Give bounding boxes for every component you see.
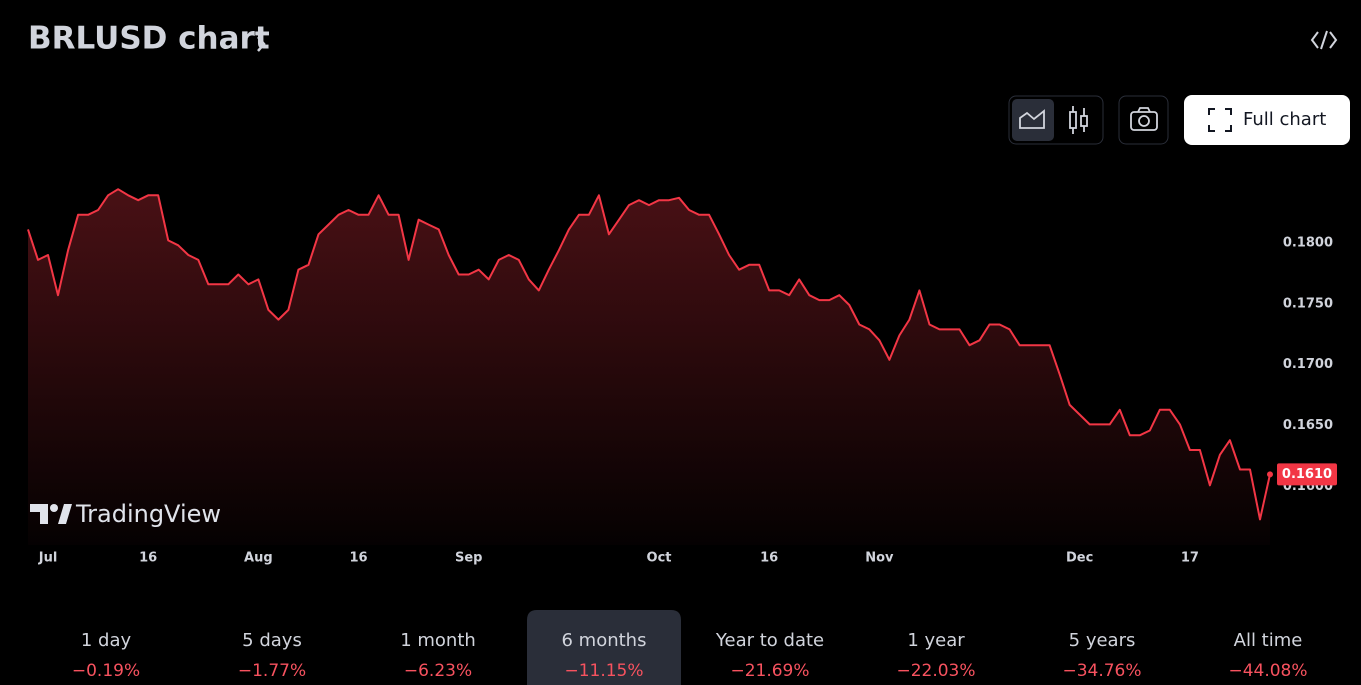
last-price-label: 0.1610 [1282,467,1332,482]
x-tick-label: Jul [38,551,58,566]
price-line [27,188,1271,521]
period-change[interactable]: −1.77% [238,661,306,681]
period-label[interactable]: 5 days [242,630,302,651]
last-price-box [1277,463,1337,486]
last-price-dot [1267,471,1273,478]
x-tick-label: Oct [647,551,672,566]
period-change[interactable]: −22.03% [896,661,975,681]
period-label[interactable]: 6 months [562,630,647,651]
period-label[interactable]: 1 month [400,630,476,651]
area-fill [28,189,1270,545]
area-style-button[interactable] [1012,99,1054,141]
candle-style-button[interactable] [1069,106,1088,134]
watermark: TradingView [75,500,221,528]
y-tick-label: 0.1750 [1283,296,1333,311]
title-chevron[interactable] [257,36,266,52]
x-tick-label: 16 [139,551,157,566]
area-icon [1019,109,1045,129]
x-tick-label: 16 [349,551,367,566]
period-change[interactable]: −6.23% [404,661,472,681]
y-tick-label: 0.1800 [1283,235,1333,250]
x-tick-label: Dec [1066,551,1093,566]
x-tick-label: Aug [244,551,273,566]
snapshot-button[interactable] [1118,95,1169,145]
period-label[interactable]: All time [1234,630,1303,651]
fullscreen-icon [1208,108,1232,132]
period-label[interactable]: 1 day [81,630,132,651]
period-change[interactable]: −21.69% [730,661,809,681]
full-chart-button[interactable] [1184,95,1350,145]
period-label[interactable]: 1 year [907,630,965,651]
period-change[interactable]: −44.08% [1228,661,1307,681]
period-label[interactable]: Year to date [715,630,824,651]
period-change[interactable]: −0.19% [72,661,140,681]
period-tabs: 1 day −0.19% 5 days −1.77% 1 month −6.23% 6 mo… [72,610,1308,685]
chart-title[interactable]: BRLUSD chart [28,21,270,57]
x-tick-label: Nov [865,551,894,566]
x-tick-label: 16 [760,551,778,566]
x-tick-label: 17 [1181,551,1199,566]
y-tick-label: 0.1700 [1283,357,1333,372]
x-tick-label: Sep [455,551,483,566]
y-tick-label: 0.1650 [1283,418,1333,433]
period-change[interactable]: −11.15% [564,661,643,681]
period-selected-bg [527,610,681,685]
full-chart-label[interactable]: Full chart [1243,109,1326,130]
period-change[interactable]: −34.76% [1062,661,1141,681]
embed-icon[interactable] [1310,30,1338,50]
camera-icon [1130,107,1158,131]
period-label[interactable]: 5 years [1069,630,1136,651]
watermark-logo [30,504,72,524]
